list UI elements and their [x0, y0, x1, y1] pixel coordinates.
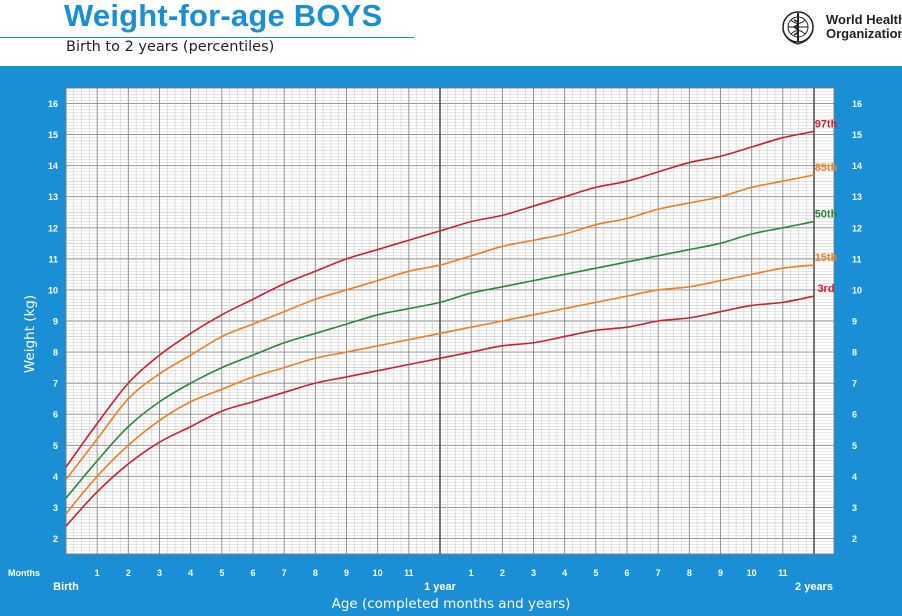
y-tick-label: 15: [48, 130, 58, 140]
y-tick-label-right: 11: [852, 254, 862, 264]
y-tick-label-right: 6: [852, 410, 857, 420]
y-tick-label: 6: [53, 410, 58, 420]
y-tick-label-right: 14: [852, 161, 862, 171]
y-tick-label-right: 9: [852, 317, 857, 327]
series-labels: 97th 85th 50th 15th 3rd: [815, 118, 838, 295]
logo-line-1: World Health: [826, 12, 902, 27]
series-label-3rd: 3rd: [817, 283, 834, 295]
y-tick-label-right: 4: [852, 472, 857, 482]
series-line-85th: [65, 174, 815, 480]
page-title: Weight-for-age BOYS: [64, 0, 383, 33]
x-tick-label: 2: [500, 568, 505, 578]
y-tick-label-right: 7: [852, 379, 857, 389]
series-lines: [65, 130, 815, 527]
y-tick-label-right: 16: [852, 99, 862, 109]
y-tick-label-right: 15: [852, 130, 862, 140]
chart-header: Weight-for-age BOYS Birth to 2 years (pe…: [0, 0, 902, 66]
y-tick-label-right: 10: [852, 285, 862, 295]
x-tick-label: 1 year: [424, 581, 457, 593]
logo-line-2: Organization: [826, 26, 902, 41]
x-tick-label: 6: [250, 568, 255, 578]
x-tick-label: 4: [562, 568, 567, 578]
x-tick-label: 9: [718, 568, 723, 578]
x-axis-label: Age (completed months and years): [332, 596, 571, 612]
y-tick-label-right: 2: [852, 534, 857, 544]
y-tick-label-right: 3: [852, 503, 857, 513]
x-tick-label: 10: [747, 568, 757, 578]
series-line-97th: [65, 130, 815, 468]
y-tick-label-right: 13: [852, 192, 862, 202]
y-tick-label: 13: [48, 192, 58, 202]
y-tick-label: 5: [53, 441, 58, 451]
y-tick-label-right: 5: [852, 441, 857, 451]
y-tick-label: 3: [53, 503, 58, 513]
series-label-85th: 85th: [815, 162, 838, 174]
x-tick-label: 7: [656, 568, 661, 578]
y-tick-label: 11: [48, 254, 58, 264]
page-subtitle: Birth to 2 years (percentiles): [66, 39, 275, 55]
y-axis-label: Weight (kg): [22, 295, 38, 373]
x-tick-label: 3: [531, 568, 536, 578]
series-line-3rd: [65, 295, 815, 527]
y-tick-label: 4: [53, 472, 58, 482]
plot-border: [65, 87, 835, 555]
x-tick-label: 11: [778, 568, 788, 578]
x-tick-label: 8: [687, 568, 692, 578]
x-tick-label: 5: [593, 568, 598, 578]
y-tick-label: 9: [53, 317, 58, 327]
x-tick-label: 8: [313, 568, 318, 578]
x-tick-label: 2 years: [795, 581, 833, 593]
series-label-15th: 15th: [815, 252, 838, 264]
x-tick-label: 11: [404, 568, 414, 578]
series-label-97th: 97th: [815, 118, 838, 130]
x-tick-labels: Birth 1 2 3 4 5 6 7 8 9 10 11 1 year 1 2 3 4 5 6 7 8 9 10 11 2 y…: [53, 568, 833, 593]
x-tick-label: 1: [469, 568, 474, 578]
y-tick-labels-right: 2 3 4 5 6 7 8 9 10 11 12 13 14 15 16: [852, 99, 862, 544]
x-tick-label: 10: [373, 568, 383, 578]
series-line-50th: [65, 220, 815, 499]
x-tick-label: 6: [624, 568, 629, 578]
x-tick-label: 4: [188, 568, 193, 578]
who-emblem-icon: [782, 11, 814, 45]
y-tick-label: 14: [48, 161, 58, 171]
x-tick-label: 5: [219, 568, 224, 578]
x-tick-label: 9: [344, 568, 349, 578]
y-tick-label: 12: [48, 223, 58, 233]
months-label: Months: [8, 568, 40, 578]
x-tick-label: 1: [95, 568, 100, 578]
who-logo: World Health Organization: [778, 8, 902, 48]
y-tick-label: 8: [53, 348, 58, 358]
chart-panel: 2 3 4 5 6 7 8 9 10 11 12 13 14 15 16 2 3 4 5 6 7 8 9 10 11 12 13 1…: [0, 66, 902, 616]
y-tick-label: 16: [48, 99, 58, 109]
series-line-15th: [65, 264, 815, 515]
x-tick-label: Birth: [53, 581, 79, 593]
x-tick-label: 3: [157, 568, 162, 578]
series-label-50th: 50th: [815, 209, 838, 221]
x-tick-label: 7: [282, 568, 287, 578]
grid: [65, 87, 835, 555]
title-underline: [0, 37, 414, 38]
x-tick-label: 2: [126, 568, 131, 578]
y-tick-label-right: 8: [852, 348, 857, 358]
y-tick-label: 2: [53, 534, 58, 544]
y-tick-label: 10: [48, 285, 58, 295]
y-tick-label-right: 12: [852, 223, 862, 233]
y-tick-label: 7: [53, 379, 58, 389]
who-logo-text: World Health Organization: [826, 13, 902, 41]
y-tick-labels-left: 2 3 4 5 6 7 8 9 10 11 12 13 14 15 16: [48, 99, 58, 544]
